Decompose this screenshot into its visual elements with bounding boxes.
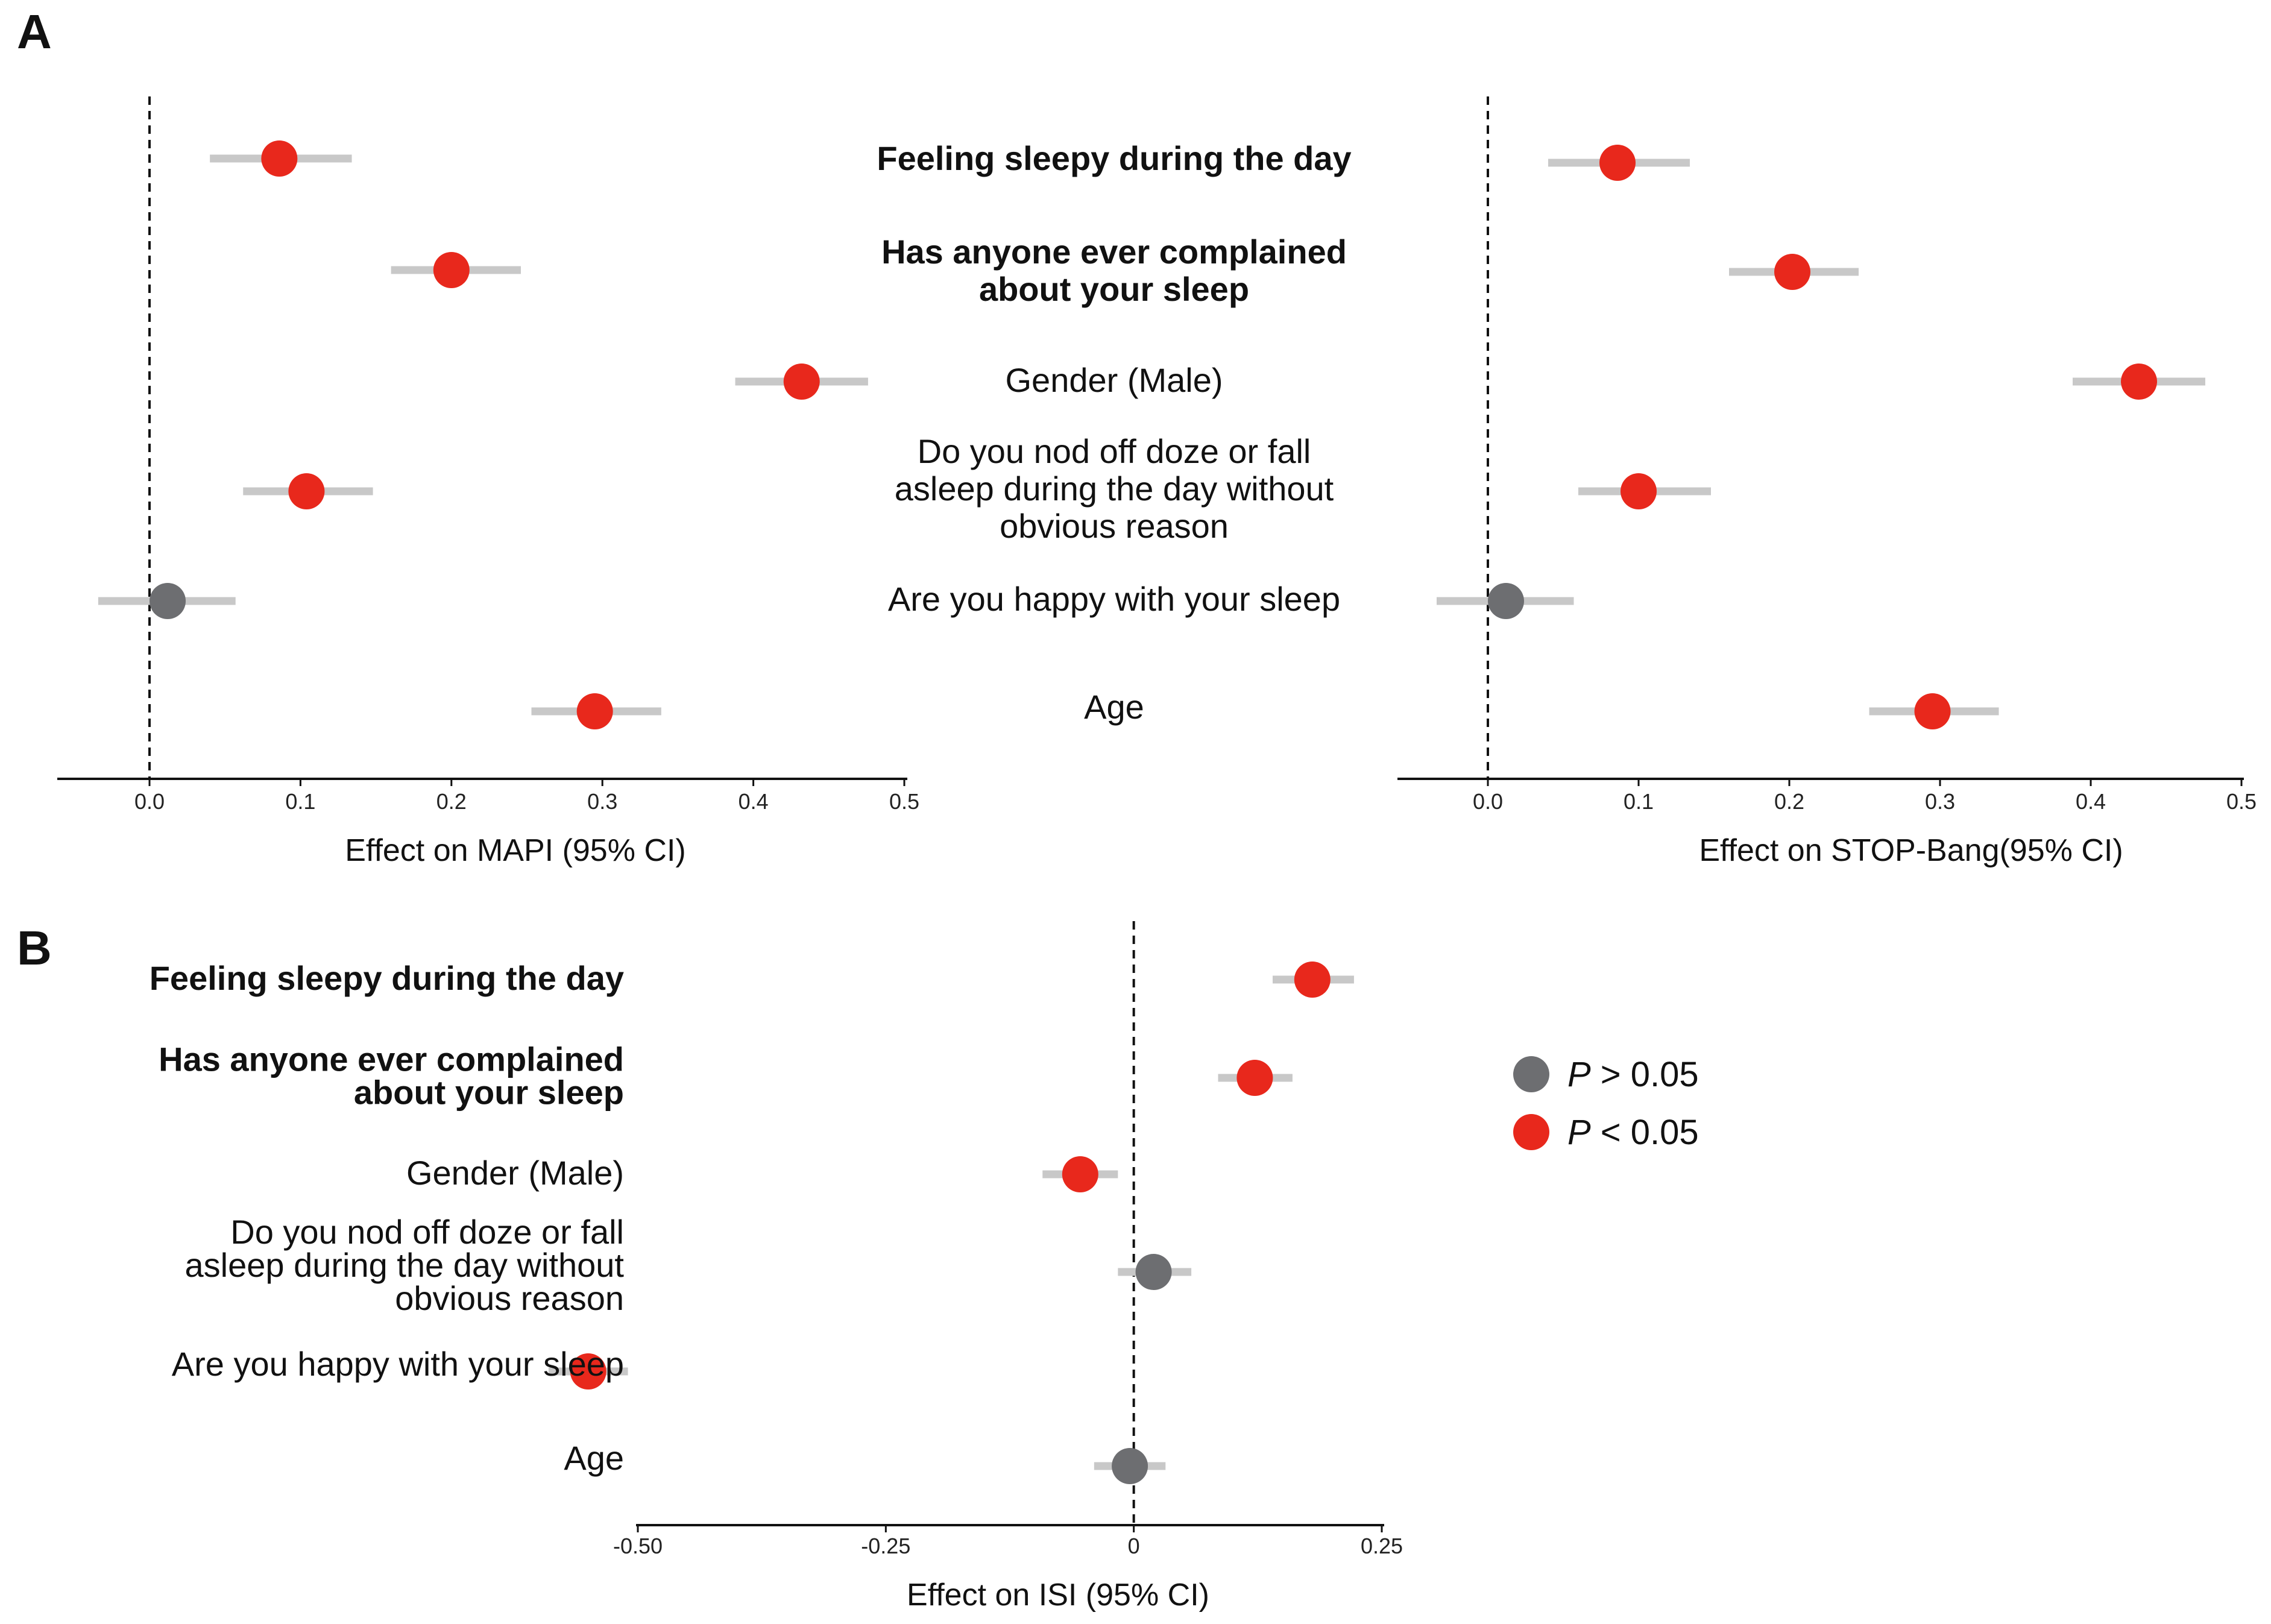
forest-panel-3: -0.50 -0.25 0 0.25 Effect on ISI (95% CI)	[548, 921, 1403, 1613]
row-labels-group: Feeling sleepy during the day Has anyone …	[150, 139, 1352, 1477]
x-tick-label: 0.25	[1361, 1534, 1403, 1558]
legend: P > 0.05 P < 0.05	[1513, 1055, 1699, 1152]
x-tick-label: -0.25	[861, 1534, 910, 1558]
panel-a-row-label: asleep during the day without	[895, 470, 1334, 508]
panel-label-a: A	[17, 5, 52, 58]
panel-a-row-label: Are you happy with your sleep	[888, 580, 1340, 618]
x-tick-label: 0.0	[1473, 789, 1503, 814]
x-tick-label: 0.2	[436, 789, 467, 814]
x-tick-label: 0.3	[587, 789, 617, 814]
legend-marker	[1513, 1056, 1549, 1092]
forest-panel-1: 0.0 0.1 0.2 0.3 0.4 0.5 Effect on MAPI (95% CI…	[57, 96, 919, 868]
estimate-point	[2121, 364, 2157, 400]
panel-a-row-label: Do you nod off doze or fall	[918, 432, 1311, 470]
estimate-point	[1112, 1448, 1148, 1484]
estimate-point	[1062, 1156, 1098, 1192]
forest-panel-2: 0.0 0.1 0.2 0.3 0.4 0.5 Effect on STOP-Bang(95…	[1397, 96, 2257, 868]
estimate-point	[261, 140, 298, 177]
estimate-point	[288, 473, 325, 509]
x-tick-label: 0.2	[1774, 789, 1804, 814]
x-tick-label: 0.0	[134, 789, 165, 814]
panel-b-row-label: Feeling sleepy during the day	[150, 959, 624, 997]
panel-b-row-label: Gender (Male)	[406, 1154, 624, 1192]
panel-b-row-label: asleep during the day without	[185, 1246, 625, 1284]
panel-a-row-label: obvious reason	[1000, 507, 1229, 545]
estimate-point	[1488, 583, 1524, 619]
x-tick-label: 0.5	[2226, 789, 2257, 814]
panel-label-b: B	[17, 921, 52, 975]
panel-b-row-label: Age	[564, 1439, 624, 1477]
panel-a-row-label: Has anyone ever complained	[881, 233, 1347, 271]
estimate-point	[1294, 961, 1331, 998]
estimate-point	[1236, 1060, 1273, 1096]
x-tick-label: 0.3	[1925, 789, 1955, 814]
estimate-point	[1599, 145, 1636, 181]
panel-a-row-label: Gender (Male)	[1005, 361, 1223, 399]
panel-b-row-label: obvious reason	[395, 1279, 624, 1317]
estimate-point	[570, 1353, 606, 1390]
estimate-point	[1914, 693, 1951, 729]
legend-label: P < 0.05	[1567, 1113, 1699, 1152]
legend-marker	[1513, 1114, 1549, 1150]
panel-a-row-label: Age	[1084, 688, 1144, 726]
estimate-point	[433, 252, 470, 288]
x-tick-label: 0.1	[1624, 789, 1654, 814]
x-tick-label: 0.4	[739, 789, 769, 814]
legend-label: P > 0.05	[1567, 1055, 1699, 1094]
x-tick-label: 0	[1128, 1534, 1140, 1558]
x-axis-label: Effect on MAPI (95% CI)	[345, 833, 685, 868]
panel-a-row-label: Feeling sleepy during the day	[877, 139, 1351, 177]
panel-a-row-label: about your sleep	[979, 270, 1249, 308]
x-tick-label: 0.5	[889, 789, 919, 814]
estimate-point	[783, 364, 820, 400]
panel-b-row-label: about your sleep	[354, 1074, 624, 1112]
estimate-point	[150, 583, 186, 619]
estimate-point	[576, 693, 613, 729]
panel-b-row-label: Are you happy with your sleep	[172, 1345, 624, 1383]
x-tick-label: -0.50	[613, 1534, 663, 1558]
estimate-point	[1621, 473, 1657, 509]
plots-group: 0.0 0.1 0.2 0.3 0.4 0.5 Effect on MAPI (95% CI…	[57, 96, 2257, 1613]
x-axis-label: Effect on STOP-Bang(95% CI)	[1699, 833, 2123, 868]
panel-b-row-label: Has anyone ever complained	[159, 1040, 624, 1078]
estimate-point	[1774, 254, 1810, 290]
x-axis-label: Effect on ISI (95% CI)	[907, 1578, 1209, 1613]
estimate-point	[1135, 1254, 1172, 1290]
panel-b-row-label: Do you nod off doze or fall	[230, 1213, 624, 1251]
x-tick-label: 0.1	[285, 789, 315, 814]
x-tick-label: 0.4	[2076, 789, 2106, 814]
